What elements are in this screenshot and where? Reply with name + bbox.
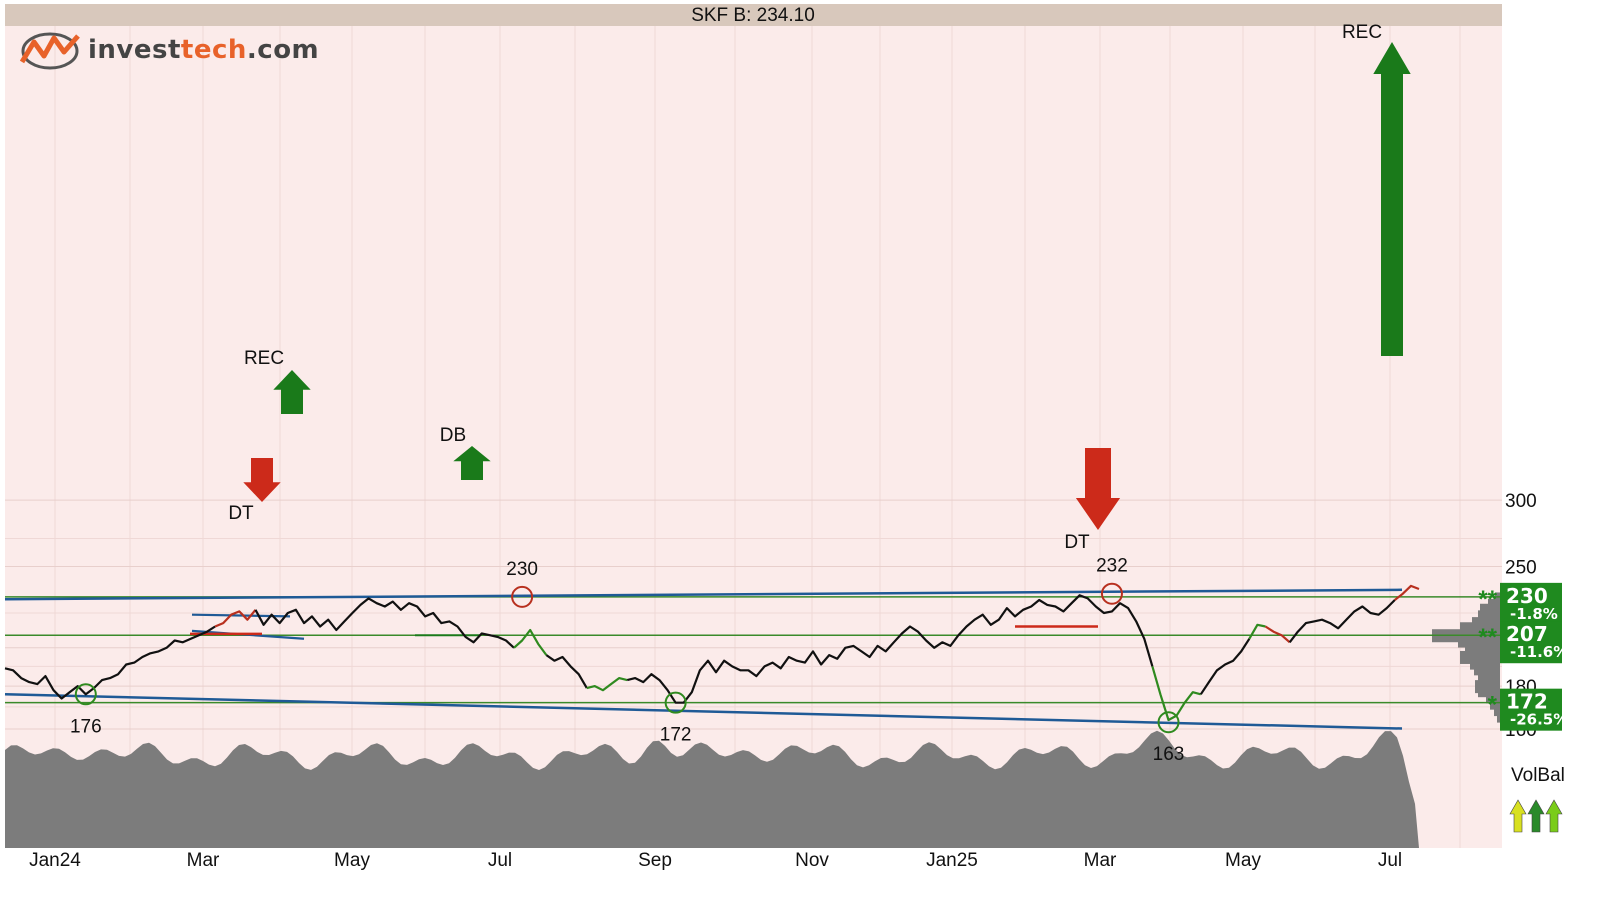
logo-wave-icon bbox=[20, 32, 80, 70]
level-box-bg bbox=[1500, 621, 1562, 664]
x-tick-label-4: Sep bbox=[638, 850, 672, 871]
extreme-marker bbox=[74, 683, 97, 706]
y-tick-label: 250 bbox=[1505, 558, 1537, 579]
pattern-label-3: DT bbox=[1064, 532, 1090, 553]
price-line-segment-5 bbox=[586, 677, 628, 692]
pattern-label-0: REC bbox=[244, 348, 284, 369]
chart-plot-area bbox=[5, 5, 1502, 848]
level-stars: ** bbox=[1478, 624, 1497, 651]
investtech-logo: investtech.com bbox=[20, 28, 319, 72]
x-tick-label-3: Jul bbox=[488, 850, 512, 871]
level-box-230: ** 230-1.8% bbox=[1478, 582, 1562, 625]
logo-text: investtech.com bbox=[88, 35, 320, 65]
x-tick-label-2: May bbox=[334, 850, 370, 871]
chart-title: SKF B: 234.10 bbox=[691, 5, 815, 26]
extreme-marker bbox=[511, 585, 534, 608]
volbal-arrow-icon-3 bbox=[1545, 799, 1563, 833]
volume-area bbox=[5, 730, 1419, 848]
extreme-price-label: 172 bbox=[660, 725, 692, 746]
dt-arrow-down-1 bbox=[243, 458, 281, 502]
upper-trend-line bbox=[4, 588, 1403, 601]
price-line-segment-6 bbox=[626, 594, 1154, 704]
price-line-segment-3 bbox=[513, 628, 548, 656]
price-line-segment-8 bbox=[1199, 638, 1251, 695]
price-line-segment-4 bbox=[545, 654, 588, 689]
price-line-segment-0 bbox=[4, 625, 216, 700]
extreme-marker bbox=[1157, 711, 1180, 734]
price-line-segment-12 bbox=[1394, 584, 1420, 601]
level-box-207: ** 207-11.6% bbox=[1478, 621, 1568, 664]
level-box-172: * 172-26.5% bbox=[1488, 688, 1568, 731]
x-tick-label-8: May bbox=[1225, 850, 1261, 871]
price-line-segment-2 bbox=[254, 597, 515, 649]
pattern-label-4: REC bbox=[1342, 22, 1382, 43]
level-value: 207 bbox=[1506, 622, 1548, 646]
title-bar bbox=[5, 4, 1502, 26]
extreme-price-label: 163 bbox=[1153, 744, 1185, 765]
x-tick-label-9: Jul bbox=[1378, 850, 1402, 871]
extreme-marker bbox=[664, 691, 687, 714]
level-box-bg bbox=[1500, 688, 1562, 731]
dt-arrow-down-2 bbox=[1075, 448, 1121, 530]
x-tick-label-6: Jan25 bbox=[926, 850, 978, 871]
level-stars: ** bbox=[1478, 586, 1497, 613]
extreme-marker bbox=[1100, 582, 1123, 605]
extreme-price-label: 176 bbox=[70, 716, 102, 737]
level-box-bg bbox=[1500, 582, 1562, 625]
level-pct: -11.6% bbox=[1510, 643, 1568, 661]
x-tick-label-7: Mar bbox=[1084, 850, 1117, 871]
level-value: 230 bbox=[1506, 584, 1548, 608]
x-tick-label-0: Jan24 bbox=[29, 850, 81, 871]
volbal-label: VolBal bbox=[1511, 765, 1565, 786]
volume-profile-bar-19 bbox=[1494, 703, 1500, 717]
pattern-label-2: DB bbox=[440, 425, 466, 446]
y-tick-label: 300 bbox=[1505, 491, 1537, 512]
price-line-segment-1 bbox=[214, 609, 257, 628]
level-pct: -1.8% bbox=[1510, 605, 1558, 623]
level-value: 172 bbox=[1506, 690, 1548, 714]
rec-arrow-up-1 bbox=[273, 370, 311, 414]
volume-profile-bar-20 bbox=[1497, 709, 1500, 723]
volbal-arrow-icon-2 bbox=[1527, 799, 1545, 833]
rec-arrow-up-2 bbox=[1373, 42, 1411, 356]
db-arrow-up bbox=[453, 446, 491, 480]
lower-trend-line bbox=[4, 693, 1403, 730]
extreme-price-label: 230 bbox=[506, 559, 538, 580]
extreme-price-label: 232 bbox=[1096, 556, 1128, 577]
price-line-segment-9 bbox=[1248, 623, 1266, 640]
volbal-arrow-icon-1 bbox=[1509, 799, 1527, 833]
level-stars: * bbox=[1488, 692, 1498, 719]
x-tick-label-1: Mar bbox=[187, 850, 220, 871]
level-pct: -26.5% bbox=[1510, 711, 1568, 729]
price-line-segment-11 bbox=[1288, 599, 1396, 643]
x-tick-label-5: Nov bbox=[795, 850, 829, 871]
price-line-segment-10 bbox=[1264, 625, 1291, 644]
pattern-label-1: DT bbox=[228, 503, 254, 524]
